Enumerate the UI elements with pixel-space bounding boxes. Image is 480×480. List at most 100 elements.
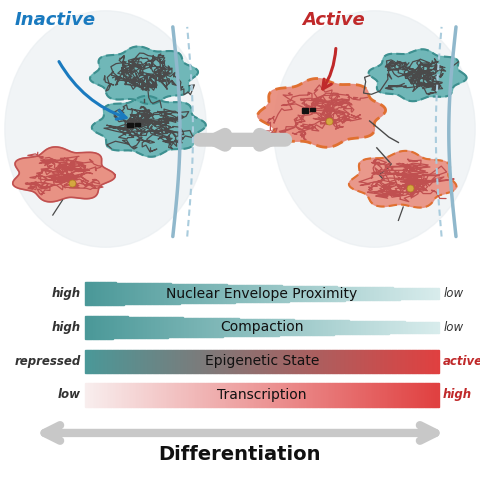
Bar	[257, 384, 259, 407]
Bar	[328, 384, 329, 407]
Bar	[371, 384, 372, 407]
Bar	[213, 349, 214, 373]
Bar	[90, 316, 91, 339]
Bar	[260, 319, 261, 336]
Bar	[183, 317, 184, 337]
Bar	[177, 384, 179, 407]
Bar	[123, 316, 124, 338]
Bar	[335, 320, 336, 335]
Bar	[329, 384, 330, 407]
Bar	[438, 384, 439, 407]
Bar	[220, 284, 221, 303]
Bar	[420, 384, 421, 407]
Bar	[270, 384, 272, 407]
Bar	[231, 285, 233, 302]
Bar	[366, 349, 367, 373]
Bar	[264, 319, 265, 336]
Bar	[247, 285, 248, 302]
Bar	[336, 349, 337, 373]
Bar	[217, 318, 218, 336]
Bar	[423, 288, 425, 299]
Bar	[143, 317, 144, 338]
Bar	[114, 282, 115, 305]
Bar	[107, 349, 108, 373]
Bar	[423, 384, 425, 407]
Bar	[144, 317, 145, 338]
Bar	[349, 384, 350, 407]
Bar	[264, 285, 265, 302]
Bar	[373, 321, 374, 334]
Bar	[283, 384, 285, 407]
Bar	[234, 285, 235, 302]
Bar	[321, 286, 322, 301]
Bar	[227, 285, 228, 302]
Bar	[359, 321, 360, 334]
Bar	[343, 287, 345, 300]
Bar	[188, 384, 189, 407]
Bar	[216, 349, 217, 373]
Bar	[208, 318, 209, 337]
Bar	[156, 384, 157, 407]
Bar	[119, 283, 120, 305]
Bar	[115, 283, 116, 305]
Bar	[170, 349, 171, 373]
Bar	[99, 316, 101, 339]
Bar	[164, 283, 166, 304]
Bar	[182, 284, 183, 303]
Bar	[415, 349, 416, 373]
Bar	[372, 384, 373, 407]
Bar	[241, 349, 242, 373]
Bar	[104, 316, 106, 338]
Bar	[141, 349, 142, 373]
Bar	[259, 319, 260, 336]
Bar	[243, 285, 244, 302]
Bar	[419, 288, 420, 299]
Bar	[327, 286, 328, 301]
Bar	[236, 384, 237, 407]
Bar	[240, 384, 241, 407]
Bar	[346, 349, 347, 373]
Bar	[269, 349, 270, 373]
Bar	[175, 284, 176, 303]
Bar	[247, 349, 248, 373]
Bar	[291, 384, 293, 407]
Bar	[286, 319, 287, 336]
Bar	[227, 349, 228, 373]
Bar	[360, 349, 361, 373]
Bar	[89, 316, 90, 339]
Bar	[316, 384, 317, 407]
Bar	[212, 318, 213, 336]
Bar	[410, 322, 412, 333]
Bar	[381, 321, 382, 334]
Bar	[363, 321, 364, 334]
Bar	[95, 349, 96, 373]
Bar	[338, 320, 340, 335]
Bar	[204, 318, 205, 337]
Bar	[402, 349, 403, 373]
Bar	[136, 384, 137, 407]
Bar	[282, 349, 283, 373]
Bar	[434, 349, 435, 373]
Bar	[290, 286, 291, 301]
Bar	[402, 322, 403, 333]
Bar	[389, 321, 390, 334]
Bar	[212, 349, 213, 373]
Bar	[101, 282, 102, 305]
Bar	[99, 282, 101, 305]
Bar	[289, 384, 290, 407]
Bar	[394, 349, 395, 373]
Bar	[154, 317, 155, 338]
Bar	[227, 318, 228, 336]
Bar	[157, 317, 158, 337]
Bar	[288, 319, 289, 336]
Bar	[311, 349, 312, 373]
Bar	[341, 384, 342, 407]
Bar	[255, 319, 256, 336]
Bar	[122, 349, 123, 373]
Bar	[265, 285, 267, 302]
Bar	[221, 349, 222, 373]
Bar	[249, 285, 250, 302]
Bar	[215, 349, 216, 373]
Bar	[384, 321, 386, 334]
Bar	[436, 384, 438, 407]
